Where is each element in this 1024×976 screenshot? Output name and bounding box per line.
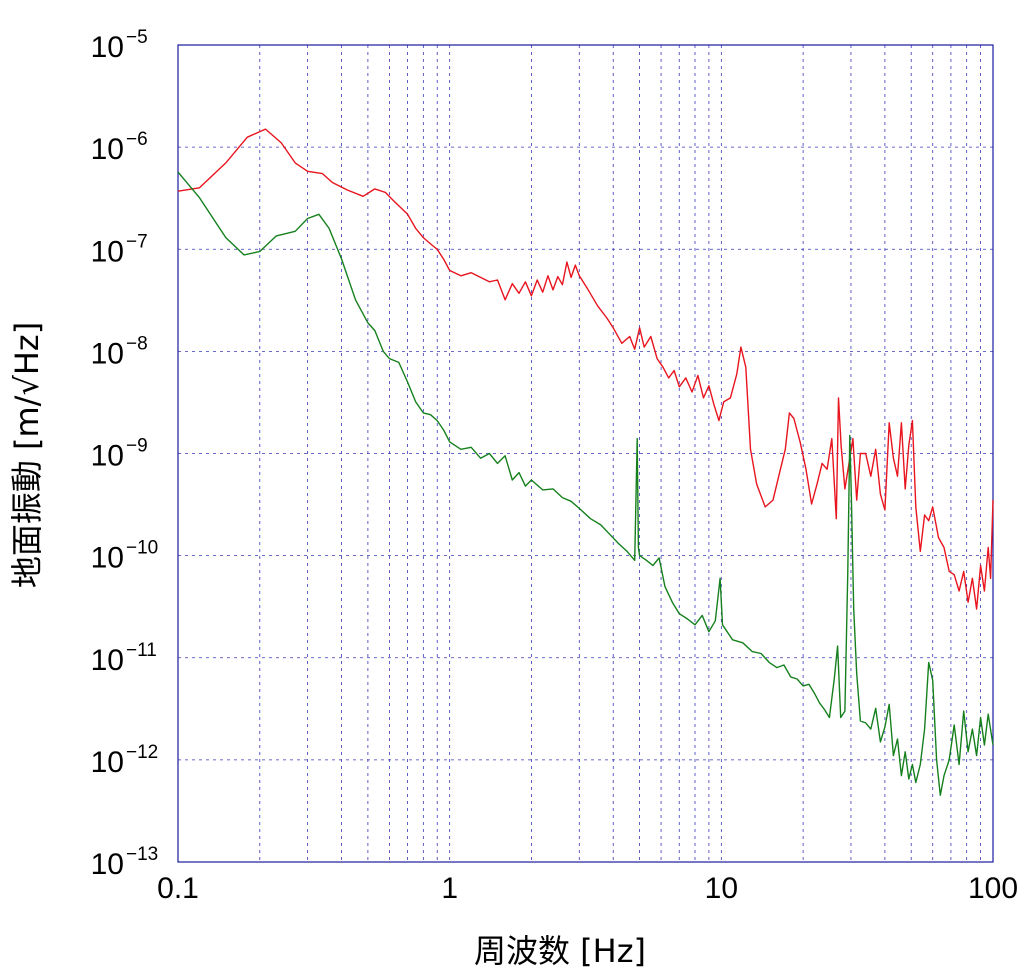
y-tick-base: 10 xyxy=(91,133,124,166)
series-line-1 xyxy=(177,128,994,610)
y-tick-exponent: −8 xyxy=(126,333,148,354)
y-tick-base: 10 xyxy=(91,848,124,881)
series-group xyxy=(177,128,994,796)
y-tick-label: 10 −8 xyxy=(91,333,148,370)
y-tick-base: 10 xyxy=(91,235,124,268)
y-tick-exponent: −7 xyxy=(126,231,148,252)
x-tick-label: 100 xyxy=(968,872,1018,905)
y-tick-label: 10 −11 xyxy=(91,640,157,677)
y-tick-exponent: −5 xyxy=(126,27,148,48)
y-tick-exponent: −9 xyxy=(126,436,148,457)
y-tick-base: 10 xyxy=(91,440,124,473)
plot-frame xyxy=(177,44,994,863)
y-tick-label: 10 −7 xyxy=(91,231,148,268)
y-tick-base: 10 xyxy=(91,542,124,575)
y-tick-label: 10 −9 xyxy=(91,436,148,473)
y-tick-label: 10 −5 xyxy=(91,27,148,64)
y-tick-label: 10 −12 xyxy=(91,742,159,779)
grid xyxy=(178,45,993,862)
y-tick-exponent: −10 xyxy=(126,538,158,559)
y-tick-label: 10 −13 xyxy=(91,844,159,881)
y-tick-exponent: −13 xyxy=(126,844,158,865)
y-tick-exponent: −12 xyxy=(126,742,158,763)
y-tick-base: 10 xyxy=(91,337,124,370)
y-tick-base: 10 xyxy=(91,644,124,677)
y-tick-base: 10 xyxy=(91,746,124,779)
x-axis-title: 周波数 [Hz] xyxy=(474,932,646,970)
y-tick-exponent: −6 xyxy=(126,129,148,150)
y-tick-label: 10 −10 xyxy=(91,538,159,575)
x-tick-label: 1 xyxy=(441,872,458,905)
y-axis-title: 地面振動 [m/√Hz] xyxy=(8,322,46,588)
x-tick-label: 10 xyxy=(705,872,738,905)
y-tick-base: 10 xyxy=(91,31,124,64)
series-line-2 xyxy=(177,171,994,796)
y-tick-label: 10 −6 xyxy=(91,129,148,166)
x-tick-label: 0.1 xyxy=(157,872,199,905)
y-tick-exponent: −11 xyxy=(126,640,157,661)
x-tick-labels: 0.1 1 10 100 xyxy=(157,872,1018,905)
